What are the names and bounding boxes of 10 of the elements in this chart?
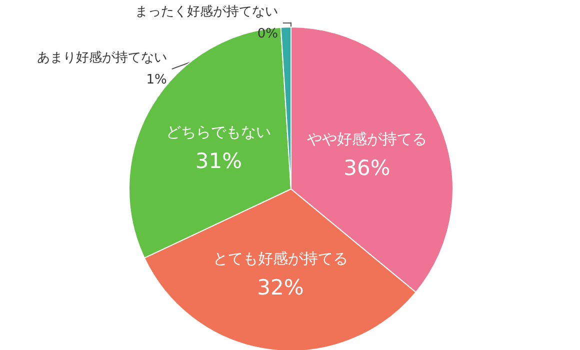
slice-label: あまり好感が持てない — [36, 50, 167, 66]
slice-label: とても好感が持てる — [212, 249, 348, 268]
data-label: 1% — [146, 72, 167, 88]
text: 0% — [257, 26, 278, 42]
slice-label: やや好感が持てる — [307, 130, 428, 148]
data-label: 31% — [195, 149, 242, 174]
category-label: まったく好感が持てない — [135, 4, 278, 20]
data-label: 36% — [344, 156, 390, 180]
data-label: 32% — [257, 275, 304, 300]
slice-label: どちらでもない — [166, 123, 272, 142]
